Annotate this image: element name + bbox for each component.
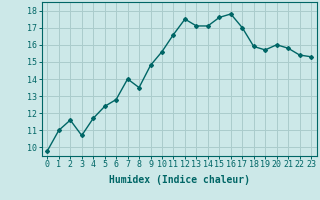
X-axis label: Humidex (Indice chaleur): Humidex (Indice chaleur) <box>109 175 250 185</box>
